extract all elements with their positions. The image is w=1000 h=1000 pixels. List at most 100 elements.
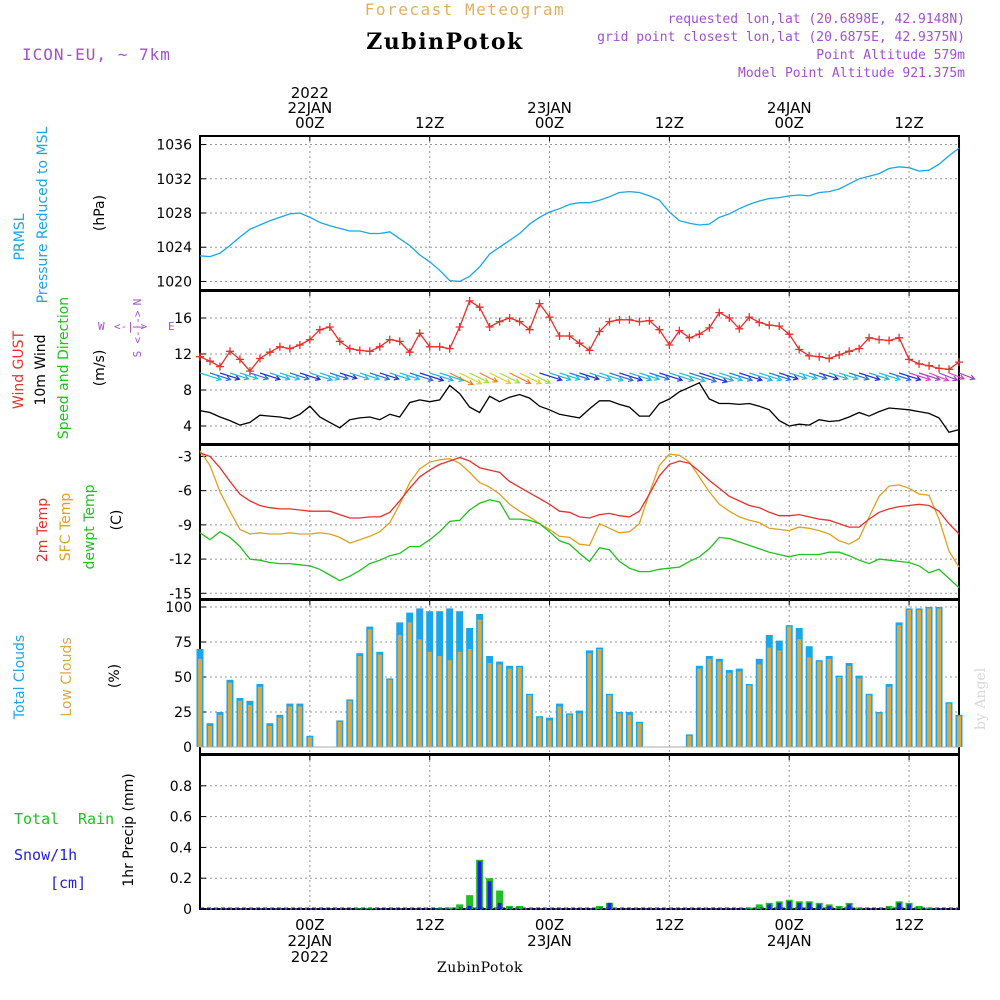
gust-marker — [475, 303, 484, 312]
y-tick-label: -12 — [169, 552, 192, 568]
time-label-bottom: 23JAN — [527, 932, 572, 950]
gust-marker — [825, 354, 834, 363]
cloud-low-bar — [277, 717, 282, 747]
y-tick-label: 0.8 — [170, 779, 192, 795]
gust-marker — [435, 342, 444, 351]
cloud-low-bar — [897, 625, 902, 747]
pressure-labels: PRMSL Pressure Reduced to MSL (hPa) — [12, 126, 108, 303]
cloud-low-bar — [857, 678, 862, 747]
time-label-bottom: 12Z — [655, 916, 684, 934]
gust-marker — [196, 352, 204, 361]
wind-arrow — [259, 372, 281, 380]
precip-snow-bar — [807, 902, 812, 909]
pressure-unit: (hPa) — [92, 195, 108, 231]
precip-snow-bar — [487, 881, 492, 909]
cloud-low-bar — [587, 653, 592, 747]
cloud-low-bar — [337, 721, 342, 747]
y-tick-label: 0 — [183, 740, 192, 756]
cloud-low-bar — [217, 714, 222, 747]
precip-snow-bar — [827, 905, 832, 909]
wind-arrow-head — [342, 374, 350, 381]
cloud-low-bar — [487, 663, 492, 747]
wind-arrow — [958, 372, 975, 380]
precip-snow-bar — [847, 904, 852, 909]
wind-arrow — [659, 372, 683, 381]
wind-arrow-head — [747, 376, 754, 382]
gust-marker — [695, 330, 704, 339]
temp-labels: 2m Temp SFC Temp dewpt Temp (C) — [35, 484, 125, 569]
time-label-bottom: 12Z — [894, 916, 923, 934]
y-tick-label: 0.4 — [170, 840, 192, 856]
wind-arrow — [599, 372, 624, 381]
wind-arrow-head — [284, 375, 291, 381]
wind-arrow-head — [535, 379, 543, 385]
wind-arrow — [429, 372, 454, 381]
wind-arrow — [269, 372, 290, 380]
cloud-low-bar — [737, 671, 742, 747]
wind-arrow — [868, 372, 890, 380]
precip-total-bar — [516, 905, 524, 909]
precip-total-bar — [506, 905, 514, 909]
wind-arrow-head — [874, 375, 881, 382]
cloud-low-bar — [207, 726, 212, 747]
gust-marker — [465, 296, 474, 305]
cloud-low-bar — [877, 713, 882, 747]
cloud-low-bar — [597, 649, 602, 747]
wind-arrow-head — [384, 375, 391, 381]
wind-10m-label: 10m Wind — [33, 334, 49, 405]
wind-arrow — [838, 372, 858, 380]
cloud-labels: Total Clouds Low Clouds (%) — [12, 635, 123, 720]
wind-arrow-head — [934, 375, 942, 382]
wind-arrow-head — [605, 375, 613, 382]
cloud-low-bar — [807, 657, 812, 747]
wind-arrow — [569, 372, 590, 380]
wind-arrow — [319, 372, 340, 380]
gust-marker — [735, 324, 744, 333]
gust-marker — [265, 348, 274, 357]
temp-dew-label: dewpt Temp — [82, 484, 98, 569]
wind-arrow-head — [883, 375, 891, 381]
precip-total-bar — [466, 895, 474, 909]
gust-marker — [235, 355, 244, 364]
gust-marker — [485, 323, 494, 331]
wind-arrow — [619, 372, 643, 381]
gust-marker — [935, 364, 944, 373]
wind-arrow — [329, 372, 349, 380]
gust-marker — [515, 317, 524, 326]
cloud-low-bar — [887, 686, 892, 747]
gust-marker — [595, 327, 604, 336]
gust-marker — [685, 333, 694, 342]
wind-arrow — [519, 372, 542, 385]
cloud-low-bar — [797, 639, 802, 747]
wind-arrow — [419, 372, 444, 382]
wind-arrow — [669, 372, 694, 382]
wind-arrow — [479, 372, 498, 383]
wind-arrow — [219, 372, 240, 380]
cloud-low-bar — [247, 705, 252, 747]
dewpt-line — [199, 499, 960, 589]
gust-marker — [745, 313, 754, 322]
cloud-low-bar — [297, 706, 302, 747]
gust-marker — [255, 354, 264, 363]
cloud-low-bar — [497, 664, 502, 747]
precip-snow-bar — [897, 902, 902, 909]
cloud-low-bar — [637, 723, 642, 747]
wind-arrow-head — [925, 375, 932, 382]
gust-marker — [205, 357, 214, 366]
wind-arrow — [409, 372, 433, 381]
compass-east-arrow: <-|-> — [114, 320, 147, 333]
wind-arrow-head — [627, 376, 635, 382]
gust-marker — [895, 333, 904, 342]
wind-arrow-head — [263, 374, 270, 381]
precip-total-bar — [915, 905, 923, 909]
wind-labels: Wind GUST 10m Wind Speed and Direction (… — [11, 297, 175, 439]
y-tick-label: -6 — [178, 484, 192, 500]
gust-marker — [915, 359, 924, 368]
precip-total-bar — [436, 908, 444, 910]
compass-rose: N <-|-> W <-|-> E S — [98, 299, 175, 358]
wind-arrow-head — [766, 376, 774, 382]
cloud-low-bar — [717, 661, 722, 747]
wind-arrow-head — [274, 375, 282, 381]
wind10-line — [199, 381, 960, 434]
wind-arrow-head — [505, 378, 512, 385]
